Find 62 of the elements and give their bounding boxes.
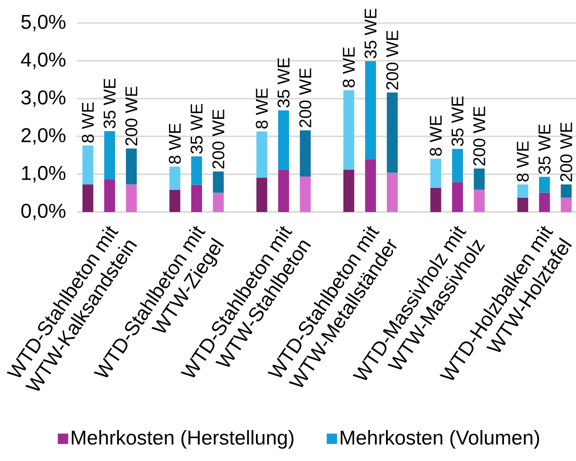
x-tick-label: 35 WE xyxy=(364,8,377,58)
bar xyxy=(517,184,528,198)
bar xyxy=(126,148,137,184)
bar xyxy=(104,179,116,212)
x-tick-label: 8 WE xyxy=(430,116,442,156)
bar xyxy=(278,110,289,170)
x-tick-label: 200 WE xyxy=(125,86,138,146)
bar xyxy=(386,172,398,212)
bar xyxy=(560,198,572,212)
legend-label: Mehrkosten (Volumen) xyxy=(340,430,540,449)
bar xyxy=(539,176,550,193)
x-tick-label: 35 WE xyxy=(104,78,116,128)
bar xyxy=(278,170,289,212)
bar xyxy=(430,188,442,212)
bar xyxy=(256,178,268,212)
x-tick-label: 8 WE xyxy=(82,102,94,143)
bar xyxy=(343,170,354,212)
x-tick-label: 200 WE xyxy=(386,30,398,90)
y-tick-label: 2,0% xyxy=(22,128,66,145)
bar xyxy=(126,184,137,212)
bar xyxy=(365,61,376,160)
bar xyxy=(191,184,202,212)
x-tick-label: 200 WE xyxy=(473,106,486,166)
x-tick-label: 35 WE xyxy=(190,104,203,154)
x-tick-label: 8 WE xyxy=(256,88,268,129)
y-tick-label: 3,0% xyxy=(21,90,66,107)
bar xyxy=(474,190,485,212)
y-tick-label: 1,0% xyxy=(22,166,66,182)
bar xyxy=(386,92,398,173)
y-tick-label: 0,0% xyxy=(21,204,66,220)
x-tick-label: 8 WE xyxy=(168,124,181,164)
bar xyxy=(300,176,311,212)
bar xyxy=(430,158,442,188)
bar xyxy=(452,182,463,212)
bar xyxy=(343,90,354,170)
y-tick-label: 4,0% xyxy=(21,52,66,70)
x-tick-label: 8 WE xyxy=(516,141,529,182)
x-tick-label: 35 WE xyxy=(451,96,464,146)
legend-label: Mehrkosten (Herstellung) xyxy=(72,430,294,449)
bar xyxy=(212,192,224,212)
bar xyxy=(82,184,94,212)
bar xyxy=(191,156,202,185)
x-tick-label: 35 WE xyxy=(278,58,290,108)
bar xyxy=(169,190,180,212)
bar xyxy=(539,192,550,212)
x-tick-label: 35 WE xyxy=(538,124,551,174)
bar xyxy=(300,130,311,176)
y-tick-label: 5,0% xyxy=(21,14,66,32)
bar xyxy=(452,148,463,182)
x-tick-label: 200 WE xyxy=(212,110,224,168)
bar xyxy=(82,145,94,184)
bar xyxy=(212,172,224,193)
bar xyxy=(517,198,528,212)
x-tick-label: 200 WE xyxy=(560,122,572,182)
bar xyxy=(256,131,268,178)
x-tick-label: 8 WE xyxy=(342,47,355,88)
bar xyxy=(365,159,376,212)
bar xyxy=(104,131,116,180)
x-tick-label: 200 WE xyxy=(299,68,312,128)
bar xyxy=(169,166,180,190)
bar xyxy=(560,184,572,198)
bar xyxy=(474,168,485,190)
